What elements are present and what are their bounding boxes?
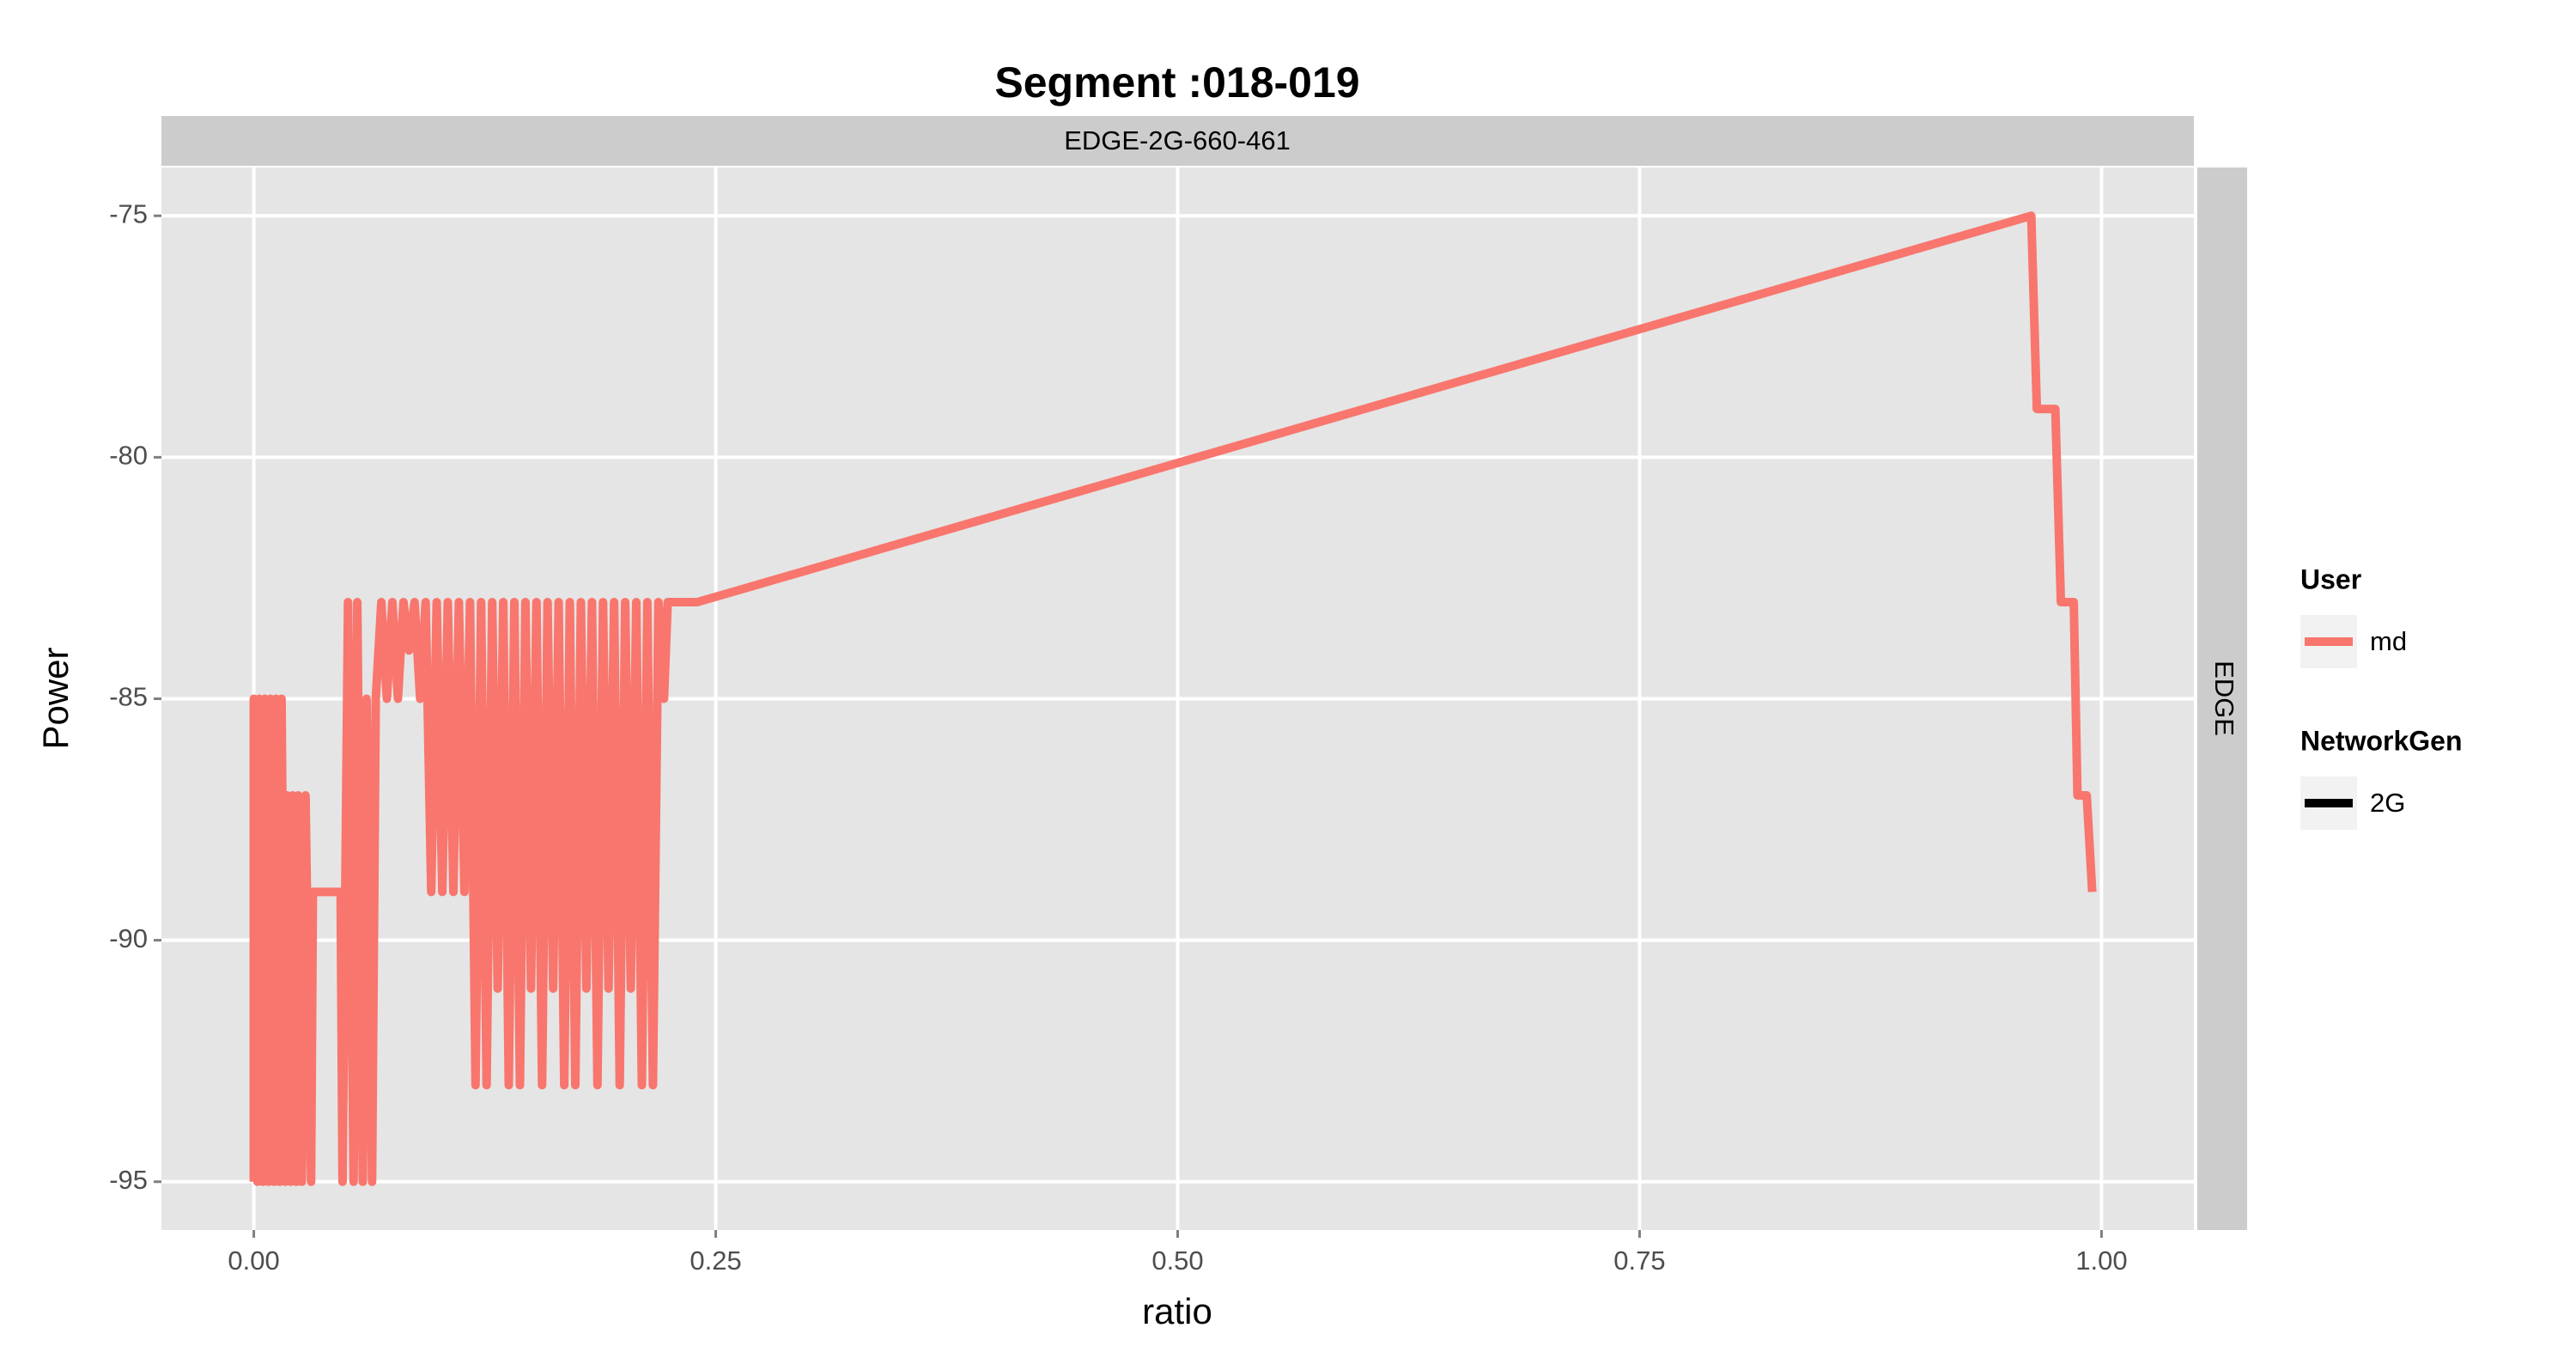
facet-strip-top [161, 116, 2194, 166]
x-tick-label: 0.75 [1613, 1245, 1665, 1276]
line-series [249, 211, 2097, 1186]
x-tick-label: 0.50 [1151, 1245, 1203, 1276]
y-tick-label: -80 [109, 441, 148, 471]
y-axis-label: Power [35, 647, 76, 749]
legend-title: User [2300, 563, 2361, 594]
legend-label: md [2370, 626, 2407, 656]
y-tick-label: -85 [109, 682, 148, 712]
y-tick-label: -90 [109, 923, 148, 953]
x-axis-label: ratio [1142, 1291, 1212, 1331]
y-tick-label: -75 [109, 198, 148, 228]
facet-label: EDGE-2G-660-461 [1064, 125, 1291, 155]
facet-strip-right [2197, 167, 2247, 1230]
x-tick-label: 0.00 [228, 1245, 279, 1276]
x-tick-label: 0.25 [690, 1245, 741, 1276]
legend-label: 2G [2370, 788, 2405, 818]
x-tick-label: 1.00 [2075, 1245, 2127, 1276]
legend-title: NetworkGen [2300, 725, 2462, 756]
y-tick-label: -95 [109, 1165, 148, 1195]
facet-label: EDGE [2209, 661, 2239, 736]
chart-title: Segment :018-019 [994, 58, 1359, 107]
